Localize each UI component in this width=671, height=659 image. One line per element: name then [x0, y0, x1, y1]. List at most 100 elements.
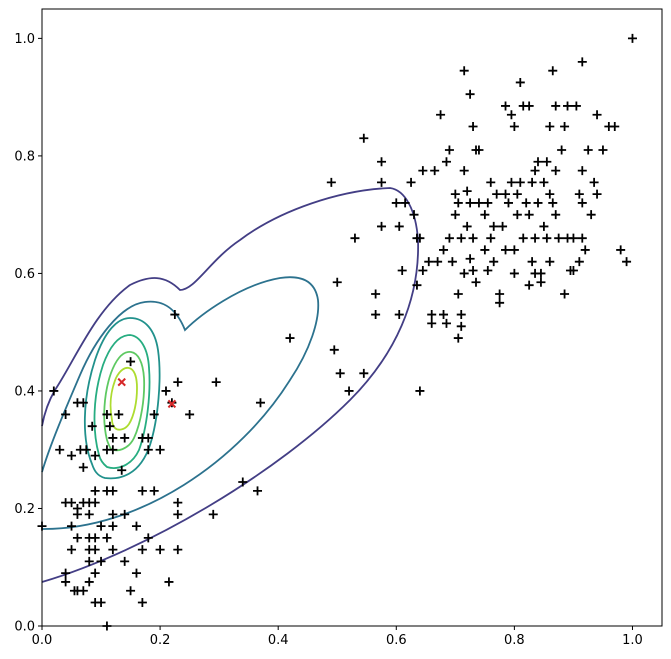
y-tick-label: 0.8	[14, 149, 35, 164]
data-point	[459, 66, 469, 76]
data-point	[453, 333, 463, 343]
data-point	[173, 509, 183, 519]
data-point	[335, 368, 345, 378]
data-point	[512, 210, 522, 220]
data-point	[117, 465, 127, 475]
data-point	[96, 597, 106, 607]
data-point	[492, 189, 502, 199]
data-point	[551, 166, 561, 176]
data-point	[551, 101, 561, 111]
data-point	[397, 265, 407, 275]
data-point	[359, 133, 369, 143]
data-point	[161, 386, 171, 396]
data-point	[627, 33, 637, 43]
data-point	[524, 210, 534, 220]
data-point	[592, 110, 602, 120]
data-point	[530, 233, 540, 243]
data-point	[81, 445, 91, 455]
data-point	[67, 521, 77, 531]
data-point	[255, 398, 265, 408]
data-point	[108, 433, 118, 443]
data-point	[495, 298, 505, 308]
data-point	[501, 245, 511, 255]
data-point	[126, 357, 136, 367]
data-point	[72, 533, 82, 543]
x-tick-label: 0.4	[268, 633, 289, 648]
contour-level-6	[109, 366, 138, 431]
data-point	[424, 257, 434, 267]
data-point	[433, 257, 443, 267]
data-point	[506, 110, 516, 120]
data-point	[530, 166, 540, 176]
data-point	[332, 277, 342, 287]
data-point	[551, 210, 561, 220]
data-point	[542, 157, 552, 167]
data-point	[185, 409, 195, 419]
data-point	[238, 477, 248, 487]
data-point	[415, 386, 425, 396]
data-point	[539, 177, 549, 187]
data-point	[67, 498, 77, 508]
data-point	[149, 409, 159, 419]
data-point	[126, 586, 136, 596]
data-point	[465, 198, 475, 208]
data-point	[498, 221, 508, 231]
data-point	[114, 409, 124, 419]
data-point	[501, 189, 511, 199]
data-point	[143, 433, 153, 443]
data-point	[524, 280, 534, 290]
contour-level-3	[83, 317, 161, 480]
data-point	[137, 597, 147, 607]
data-point	[49, 386, 59, 396]
data-point	[459, 166, 469, 176]
data-point	[598, 145, 608, 155]
data-point	[456, 233, 466, 243]
data-point	[503, 198, 513, 208]
y-tick-label: 0.4	[14, 384, 35, 399]
data-point	[418, 166, 428, 176]
data-point	[427, 310, 437, 320]
data-point	[560, 122, 570, 132]
data-point	[108, 486, 118, 496]
data-point	[394, 221, 404, 231]
data-point	[55, 445, 65, 455]
x-tick-label: 0.0	[32, 633, 53, 648]
data-point	[173, 377, 183, 387]
data-point	[571, 101, 581, 111]
data-point	[468, 122, 478, 132]
data-point	[480, 210, 490, 220]
data-point	[84, 509, 94, 519]
data-point	[170, 310, 180, 320]
data-point	[456, 321, 466, 331]
data-point	[90, 568, 100, 578]
data-point	[468, 265, 478, 275]
data-point	[592, 189, 602, 199]
data-point	[391, 198, 401, 208]
data-point	[329, 345, 339, 355]
data-point	[548, 66, 558, 76]
data-point	[468, 233, 478, 243]
data-point	[474, 145, 484, 155]
data-point	[326, 177, 336, 187]
data-point	[84, 577, 94, 587]
x-tick-label: 1.0	[622, 633, 643, 648]
data-point	[583, 145, 593, 155]
data-point	[501, 101, 511, 111]
data-point	[409, 210, 419, 220]
data-point	[616, 245, 626, 255]
data-point	[450, 210, 460, 220]
data-point	[137, 545, 147, 555]
data-point	[67, 451, 77, 461]
data-point	[78, 462, 88, 472]
data-point	[506, 177, 516, 187]
data-point	[577, 166, 587, 176]
data-point	[412, 280, 422, 290]
contour-level-2	[41, 276, 320, 530]
data-point	[542, 233, 552, 243]
data-point	[108, 445, 118, 455]
data-point	[155, 545, 165, 555]
data-point	[87, 421, 97, 431]
data-point	[108, 545, 118, 555]
data-point	[474, 198, 484, 208]
data-point	[512, 189, 522, 199]
